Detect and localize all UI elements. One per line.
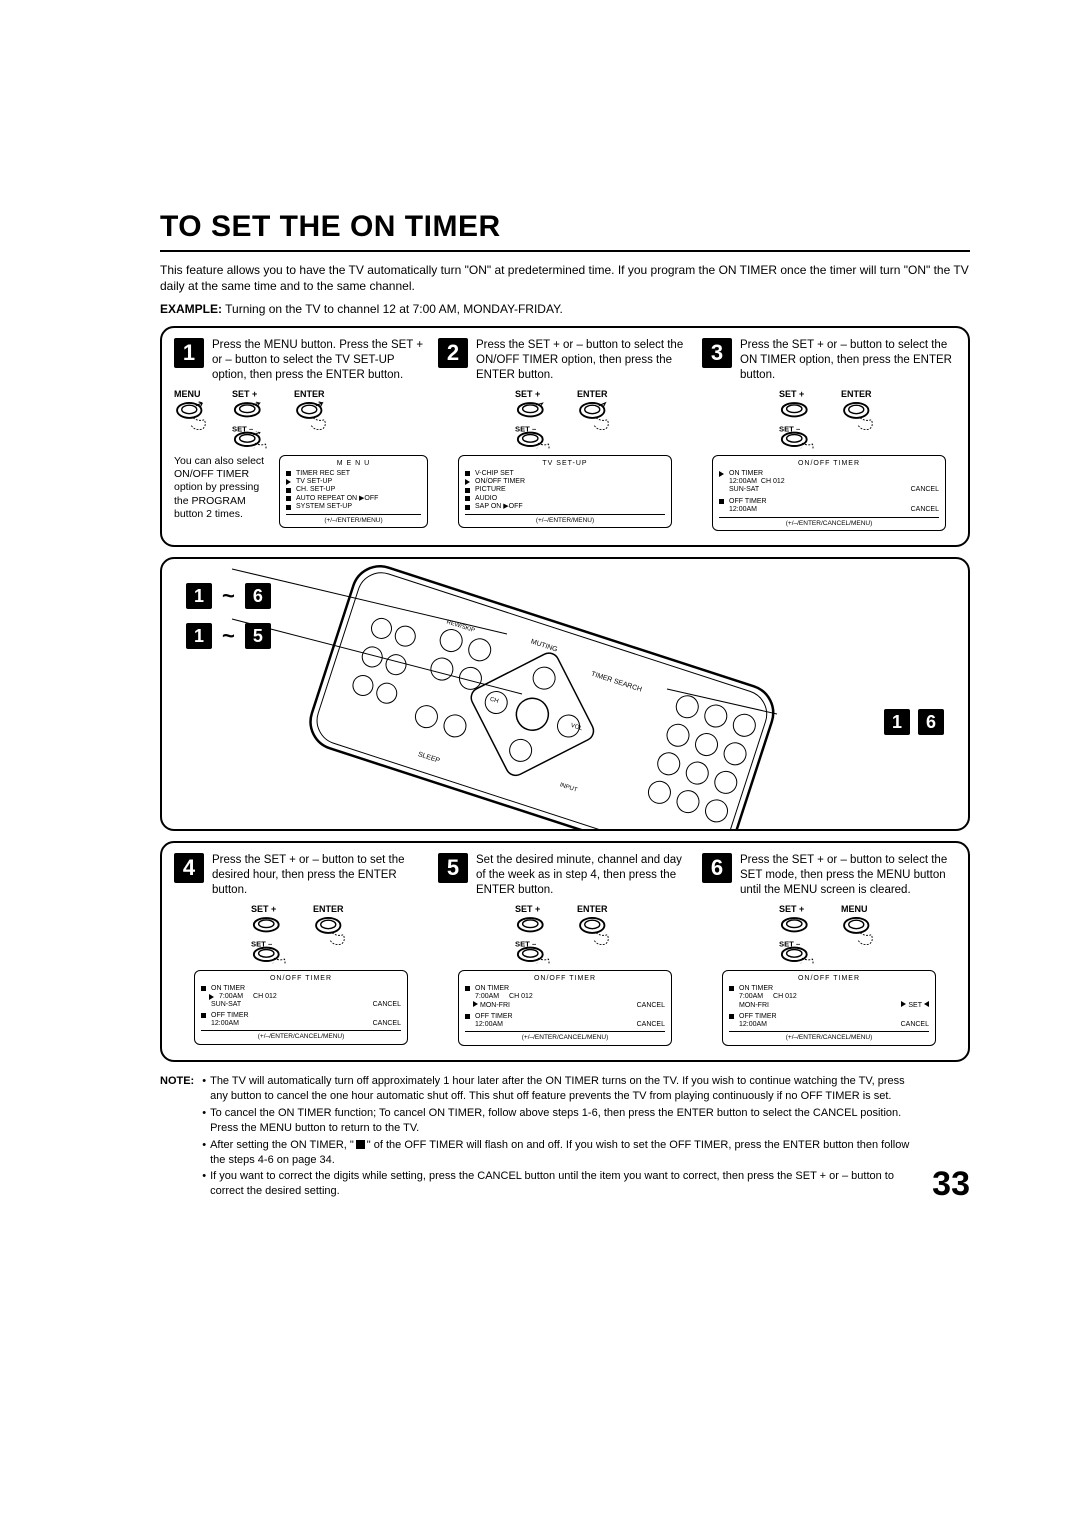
- label-set-plus: SET +: [232, 389, 257, 399]
- rocker-button-icon: SET –: [515, 401, 557, 449]
- label-set-plus: SET +: [251, 904, 276, 914]
- page-number: 33: [932, 1165, 970, 1204]
- helper-text-1: You can also select ON/OFF TIMER option …: [174, 455, 269, 521]
- step-text-2: Press the SET + or – button to select th…: [476, 338, 692, 383]
- label-menu: MENU: [841, 904, 868, 914]
- steps-box-bottom: 4 Press the SET + or – button to set the…: [160, 841, 970, 1062]
- step-number-5: 5: [438, 853, 468, 883]
- note-item: The TV will automatically turn off appro…: [210, 1074, 910, 1104]
- example-label: EXAMPLE:: [160, 302, 222, 316]
- page-title: TO SET THE ON TIMER: [160, 210, 970, 244]
- rocker-button-icon: SET –: [779, 916, 821, 964]
- example-line: EXAMPLE: Turning on the TV to channel 12…: [160, 302, 970, 316]
- step-number-2: 2: [438, 338, 468, 368]
- button-press-icon: [577, 916, 615, 946]
- note-block: NOTE: The TV will automatically turn off…: [160, 1074, 970, 1201]
- step-3: 3 Press the SET + or – button to select …: [702, 338, 956, 531]
- note-item: After setting the ON TIMER, "" of the OF…: [210, 1138, 910, 1168]
- button-press-icon: [841, 401, 879, 431]
- label-menu: MENU: [174, 389, 201, 399]
- callout-1-6: 1 6: [884, 709, 944, 735]
- button-press-icon: [313, 916, 351, 946]
- step-5: 5 Set the desired minute, channel and da…: [438, 853, 692, 1046]
- step-2: 2 Press the SET + or – button to select …: [438, 338, 692, 531]
- button-press-icon: [174, 401, 212, 431]
- osd-onoff-4: ON/OFF TIMER ON TIMER 7:00AM CH 012 SUN-…: [194, 970, 408, 1045]
- note-item: To cancel the ON TIMER function; To canc…: [210, 1106, 910, 1136]
- label-set-plus: SET +: [515, 904, 540, 914]
- label-enter: ENTER: [577, 389, 608, 399]
- label-enter: ENTER: [294, 389, 325, 399]
- rocker-button-icon: SET –: [232, 401, 274, 449]
- label-set-plus: SET +: [779, 389, 804, 399]
- osd-onoff-5: ON/OFF TIMER ON TIMER 7:00AM CH 012 MON-…: [458, 970, 672, 1046]
- title-rule: [160, 250, 970, 252]
- rocker-button-icon: SET –: [779, 401, 821, 449]
- step-text-3: Press the SET + or – button to select th…: [740, 338, 956, 383]
- osd-onoff-6: ON/OFF TIMER ON TIMER 7:00AM CH 012 MON-…: [722, 970, 936, 1046]
- step-number-3: 3: [702, 338, 732, 368]
- label-enter: ENTER: [841, 389, 872, 399]
- example-text: Turning on the TV to channel 12 at 7:00 …: [225, 302, 563, 316]
- label-enter: ENTER: [577, 904, 608, 914]
- button-press-icon: [577, 401, 615, 431]
- osd-onoff-3: ON/OFF TIMER ON TIMER 12:00AM CH 012 SUN…: [712, 455, 946, 531]
- label-set-plus: SET +: [515, 389, 540, 399]
- note-label: NOTE:: [160, 1074, 194, 1201]
- step-6: 6 Press the SET + or – button to select …: [702, 853, 956, 1046]
- button-press-icon: [294, 401, 332, 431]
- step-text-4: Press the SET + or – button to set the d…: [212, 853, 428, 898]
- label-set-plus: SET +: [779, 904, 804, 914]
- remote-diagram: 1 ~ 6 1 ~ 5 1 6: [160, 557, 970, 831]
- rocker-button-icon: SET –: [515, 916, 557, 964]
- remote-control-icon: MUTING TIMER SEARCH SLEEP CH VOL INPUT R…: [222, 557, 842, 831]
- step-text-1: Press the MENU button. Press the SET + o…: [212, 338, 428, 383]
- osd-title: M E N U: [286, 460, 421, 468]
- rocker-button-icon: SET –: [251, 916, 293, 964]
- intro-text: This feature allows you to have the TV a…: [160, 262, 970, 294]
- step-1: 1 Press the MENU button. Press the SET +…: [174, 338, 428, 531]
- note-item: If you want to correct the digits while …: [210, 1169, 910, 1199]
- steps-box-top: 1 Press the MENU button. Press the SET +…: [160, 326, 970, 547]
- label-enter: ENTER: [313, 904, 344, 914]
- step-4: 4 Press the SET + or – button to set the…: [174, 853, 428, 1046]
- step-text-5: Set the desired minute, channel and day …: [476, 853, 692, 898]
- step-text-6: Press the SET + or – button to select th…: [740, 853, 956, 898]
- osd-menu-main: M E N U TIMER REC SET TV SET-UP CH. SET-…: [279, 455, 428, 528]
- button-press-icon: [841, 916, 879, 946]
- step-number-6: 6: [702, 853, 732, 883]
- step-number-4: 4: [174, 853, 204, 883]
- step-number-1: 1: [174, 338, 204, 368]
- osd-tv-setup: TV SET-UP V-CHIP SET ON/OFF TIMER PICTUR…: [458, 455, 672, 528]
